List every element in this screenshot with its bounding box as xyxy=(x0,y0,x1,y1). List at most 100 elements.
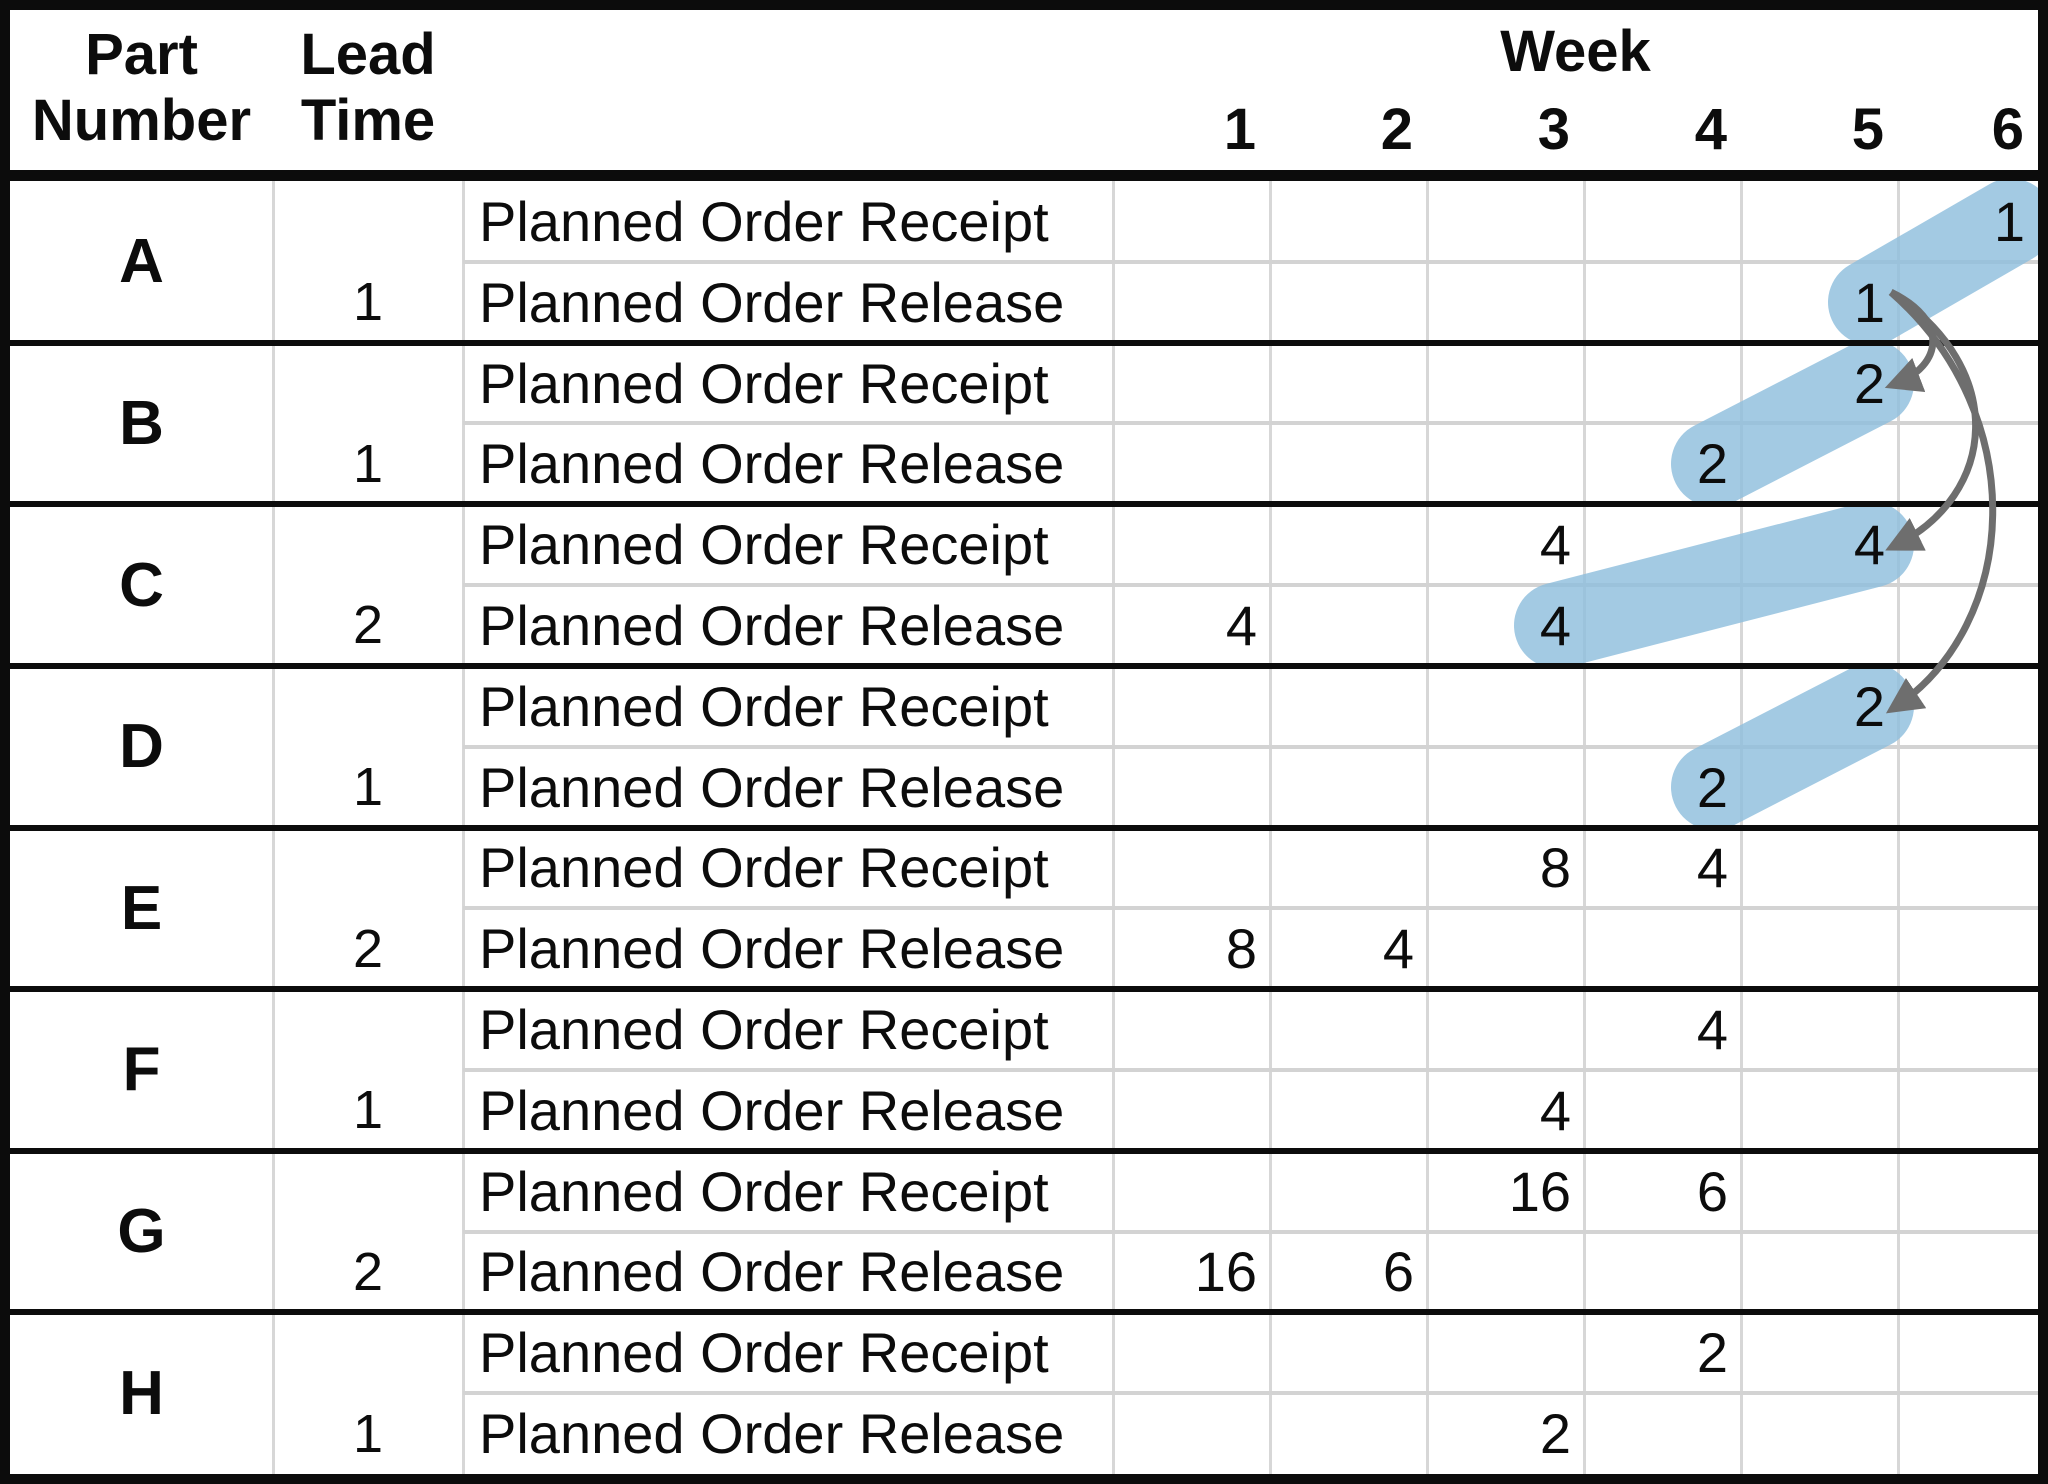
receipt-cell-A-week-4 xyxy=(1584,181,1741,262)
receipt-cell-E-week-6 xyxy=(1898,828,2038,909)
receipt-cell-C-week-2 xyxy=(1270,504,1427,585)
receipt-cell-G-week-3: 16 xyxy=(1508,1159,1571,1223)
receipt-row-label-H: Planned Order Receipt xyxy=(479,1321,1049,1385)
release-cell-F-week-3: 4 xyxy=(1539,1078,1571,1142)
receipt-cell-D-week-6 xyxy=(1898,666,2038,747)
receipt-row-label-A: Planned Order Receipt xyxy=(479,189,1049,253)
lead-time-value-E: 2 xyxy=(352,918,384,979)
release-cell-B-week-3 xyxy=(1427,423,1584,504)
part-letter-G: G xyxy=(117,1197,166,1267)
receipt-release-gridline-C xyxy=(463,583,2038,588)
receipt-row-label-G: Planned Order Receipt xyxy=(479,1159,1049,1223)
receipt-cell-H-week-6 xyxy=(1898,1312,2038,1393)
part-letter-E: E xyxy=(120,873,163,943)
release-cell-E-week-4 xyxy=(1584,908,1741,989)
receipt-cell-D-week-3 xyxy=(1427,666,1584,747)
lead-time-header: Lead Time xyxy=(273,22,463,154)
lead-time-header-line1: Lead xyxy=(300,22,436,87)
receipt-cell-G-week-2 xyxy=(1270,1151,1427,1232)
receipt-cell-B-week-3 xyxy=(1427,343,1584,424)
part-number-header-line1: Part xyxy=(85,22,198,87)
part-letter-A: A xyxy=(119,227,164,297)
release-cell-G-week-6 xyxy=(1898,1232,2038,1313)
receipt-cell-E-week-3: 8 xyxy=(1539,836,1571,900)
release-cell-F-week-2 xyxy=(1270,1070,1427,1151)
group-separator-3 xyxy=(10,662,2038,669)
receipt-cell-A-week-3 xyxy=(1427,181,1584,262)
release-cell-A-week-2 xyxy=(1270,262,1427,343)
release-row-label-H: Planned Order Release xyxy=(479,1402,1065,1466)
part-letter-D: D xyxy=(119,712,164,782)
lead-time-value-F: 1 xyxy=(352,1080,384,1141)
lead-time-value-H: 1 xyxy=(352,1403,384,1464)
release-cell-C-week-1: 4 xyxy=(1225,593,1257,657)
release-cell-C-week-3: 4 xyxy=(1539,593,1571,657)
release-row-label-G: Planned Order Release xyxy=(479,1240,1065,1304)
release-row-label-D: Planned Order Release xyxy=(479,755,1065,819)
week-header: Week xyxy=(1500,19,1651,84)
release-row-label-B: Planned Order Release xyxy=(479,432,1065,496)
release-row-label-C: Planned Order Release xyxy=(479,593,1065,657)
release-cell-H-week-5 xyxy=(1741,1393,1898,1474)
receipt-release-gridline-D xyxy=(463,744,2038,749)
lead-time-B: 1 xyxy=(273,343,463,505)
receipt-row-label-B: Planned Order Receipt xyxy=(479,351,1049,415)
release-cell-C-week-4 xyxy=(1584,585,1741,666)
receipt-cell-C-week-6 xyxy=(1898,504,2038,585)
release-cell-G-week-3 xyxy=(1427,1232,1584,1313)
receipt-release-gridline-H xyxy=(463,1391,2038,1396)
receipt-release-gridline-G xyxy=(463,1229,2038,1234)
release-cell-E-week-1: 8 xyxy=(1225,917,1257,981)
release-cell-C-week-2 xyxy=(1270,585,1427,666)
group-separator-7 xyxy=(10,1309,2038,1316)
lead-time-header-line2: Time xyxy=(300,88,436,153)
release-cell-G-week-5 xyxy=(1741,1232,1898,1313)
release-cell-B-week-2 xyxy=(1270,423,1427,504)
receipt-cell-H-week-4: 2 xyxy=(1696,1321,1728,1385)
receipt-release-gridline-B xyxy=(463,421,2038,426)
mrp-grid: A 1 Planned Order Receipt 1 Planned Order Re… xyxy=(10,181,2038,1474)
release-cell-E-week-3 xyxy=(1427,908,1584,989)
receipt-row-label-C: Planned Order Receipt xyxy=(479,513,1049,577)
receipt-cell-H-week-1 xyxy=(1113,1312,1270,1393)
part-letter-B: B xyxy=(119,388,164,458)
week-6-column-header: 6 xyxy=(1991,97,2024,162)
receipt-cell-G-week-4: 6 xyxy=(1696,1159,1728,1223)
release-cell-E-week-6 xyxy=(1898,908,2038,989)
group-separator-6 xyxy=(10,1147,2038,1154)
release-cell-G-week-1: 16 xyxy=(1194,1240,1257,1304)
receipt-cell-F-week-1 xyxy=(1113,989,1270,1070)
release-cell-A-week-4 xyxy=(1584,262,1741,343)
lead-time-value-D: 1 xyxy=(352,757,384,818)
release-cell-E-week-2: 4 xyxy=(1382,917,1414,981)
release-cell-B-week-6 xyxy=(1898,423,2038,504)
release-cell-D-week-1 xyxy=(1113,747,1270,828)
lead-time-E: 2 xyxy=(273,828,463,990)
release-cell-H-week-2 xyxy=(1270,1393,1427,1474)
release-cell-D-week-2 xyxy=(1270,747,1427,828)
release-cell-D-week-6 xyxy=(1898,747,2038,828)
group-separator-2 xyxy=(10,501,2038,508)
receipt-cell-F-week-3 xyxy=(1427,989,1584,1070)
receipt-cell-B-week-4 xyxy=(1584,343,1741,424)
release-cell-H-week-6 xyxy=(1898,1393,2038,1474)
release-cell-D-week-3 xyxy=(1427,747,1584,828)
receipt-cell-D-week-2 xyxy=(1270,666,1427,747)
group-separator-4 xyxy=(10,824,2038,831)
lead-time-F: 1 xyxy=(273,989,463,1151)
receipt-cell-A-week-1 xyxy=(1113,181,1270,262)
receipt-release-gridline-A xyxy=(463,259,2038,264)
receipt-cell-A-week-6: 1 xyxy=(1993,189,2025,253)
release-row-label-F: Planned Order Release xyxy=(479,1078,1065,1142)
lead-time-value-B: 1 xyxy=(352,433,384,494)
release-cell-F-week-5 xyxy=(1741,1070,1898,1151)
receipt-cell-A-week-2 xyxy=(1270,181,1427,262)
lead-time-H: 1 xyxy=(273,1312,463,1474)
release-cell-H-week-4 xyxy=(1584,1393,1741,1474)
table-content: Part Number Lead Time Week 1 2 3 4 5 6 A 1 Plan… xyxy=(10,10,2038,1474)
week-5-column-header: 5 xyxy=(1851,97,1884,162)
receipt-cell-B-week-2 xyxy=(1270,343,1427,424)
receipt-cell-F-week-2 xyxy=(1270,989,1427,1070)
week-4-column-header: 4 xyxy=(1694,97,1727,162)
